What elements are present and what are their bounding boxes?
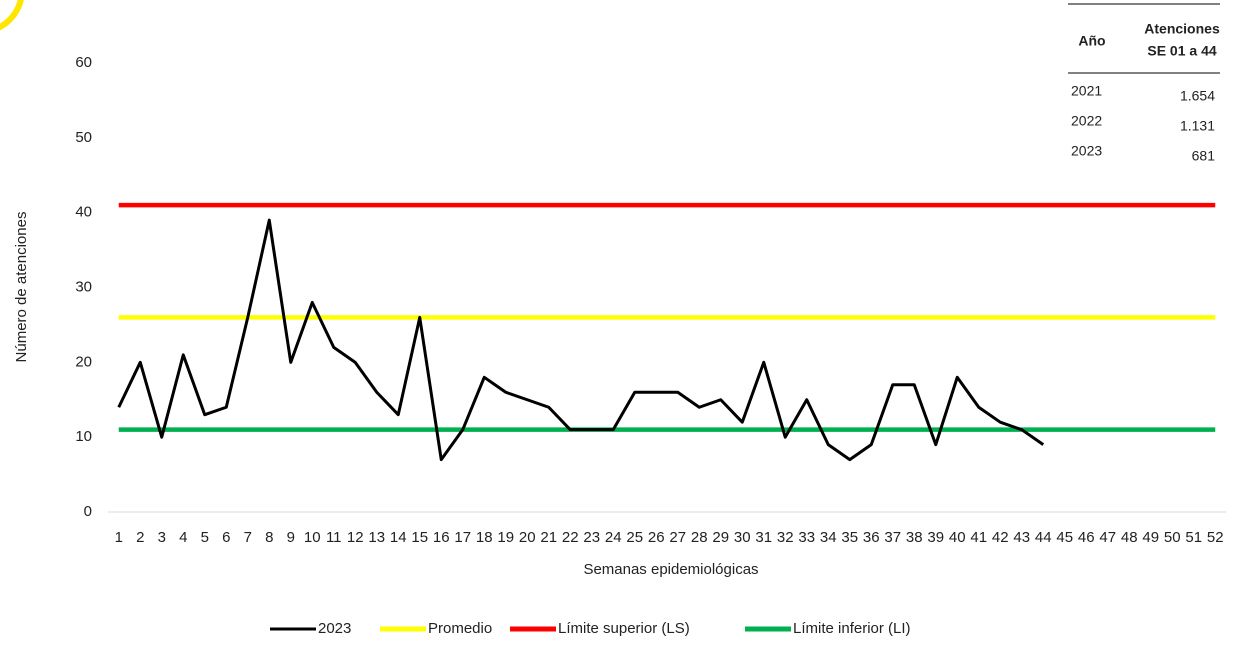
x-tick-label: 9 (287, 529, 295, 546)
x-tick-label: 50 (1164, 529, 1181, 546)
series-line (117, 218, 1045, 462)
x-tick-label: 51 (1185, 529, 1202, 546)
x-tick-label: 41 (970, 529, 987, 546)
x-tick-label: 6 (222, 529, 230, 546)
x-tick-label: 28 (691, 529, 708, 546)
y-tick-label: 50 (75, 129, 92, 146)
x-tick-label: 44 (1035, 529, 1052, 546)
x-tick-label: 7 (244, 529, 252, 546)
table-cell: 681 (1192, 148, 1216, 164)
x-tick-label: 19 (497, 529, 514, 546)
x-tick-label: 11 (326, 529, 342, 546)
x-tick-label: 39 (927, 529, 944, 546)
legend-label: 2023 (318, 620, 351, 637)
x-tick-label: 15 (411, 529, 428, 546)
x-tick-label: 23 (583, 529, 600, 546)
y-tick-label: 60 (75, 54, 92, 71)
x-tick-label: 8 (265, 529, 273, 546)
legend-label: Promedio (428, 620, 492, 637)
x-tick-label: 42 (992, 529, 1009, 546)
x-tick-label: 34 (820, 529, 837, 546)
decoration (0, 0, 24, 31)
x-tick-label: 30 (734, 529, 751, 546)
table-cell: 1.654 (1180, 88, 1215, 104)
x-tick-label: 14 (390, 529, 407, 546)
table-cell: 2023 (1071, 143, 1102, 159)
x-axis-label: Semanas epidemiológicas (583, 561, 758, 578)
x-tick-label: 16 (433, 529, 450, 546)
x-tick-label: 35 (841, 529, 858, 546)
x-tick-label: 52 (1207, 529, 1224, 546)
x-tick-label: 22 (562, 529, 579, 546)
y-tick-label: 10 (75, 428, 92, 445)
x-tick-label: 20 (519, 529, 536, 546)
x-tick-label: 33 (798, 529, 815, 546)
legend-label: Límite inferior (LI) (793, 620, 911, 637)
x-tick-label: 32 (777, 529, 794, 546)
x-tick-label: 17 (454, 529, 471, 546)
legend-label: Límite superior (LS) (558, 620, 690, 637)
x-tick-label: 3 (158, 529, 166, 546)
x-tick-label: 36 (863, 529, 880, 546)
x-tick-label: 10 (304, 529, 321, 546)
x-tick-label: 45 (1056, 529, 1073, 546)
y-tick-label: 40 (75, 204, 92, 221)
x-tick-label: 13 (368, 529, 385, 546)
x-tick-label: 2 (136, 529, 144, 546)
x-tick-label: 49 (1142, 529, 1159, 546)
y-axis-label: Número de atenciones (13, 212, 30, 363)
table-cell: 2022 (1071, 113, 1102, 129)
table-header: SE 01 a 44 (1147, 43, 1216, 59)
x-tick-label: 31 (755, 529, 772, 546)
x-tick-label: 29 (712, 529, 729, 546)
table-cell: 2021 (1071, 83, 1102, 99)
x-tick-label: 25 (626, 529, 643, 546)
x-tick-label: 1 (115, 529, 123, 546)
y-tick-label: 30 (75, 278, 92, 295)
x-tick-label: 40 (949, 529, 966, 546)
x-tick-label: 43 (1013, 529, 1030, 546)
y-tick-label: 20 (75, 353, 92, 370)
x-tick-label: 24 (605, 529, 622, 546)
table-header: Año (1078, 33, 1105, 49)
x-tick-label: 18 (476, 529, 493, 546)
table-cell: 1.131 (1180, 118, 1215, 134)
x-tick-label: 5 (201, 529, 209, 546)
x-tick-label: 27 (669, 529, 686, 546)
x-tick-label: 37 (884, 529, 901, 546)
x-tick-label: 12 (347, 529, 364, 546)
x-tick-label: 26 (648, 529, 665, 546)
x-tick-label: 4 (179, 529, 187, 546)
x-tick-label: 47 (1099, 529, 1116, 546)
table: Año Atenciones SE 01 a 44 2021 1.654 202… (1068, 3, 1220, 164)
x-tick-label: 21 (540, 529, 557, 546)
y-tick-label: 0 (84, 503, 92, 520)
x-tick-label: 46 (1078, 529, 1095, 546)
table-header: Atenciones (1144, 21, 1220, 37)
x-tick-label: 48 (1121, 529, 1138, 546)
x-tick-label: 38 (906, 529, 923, 546)
